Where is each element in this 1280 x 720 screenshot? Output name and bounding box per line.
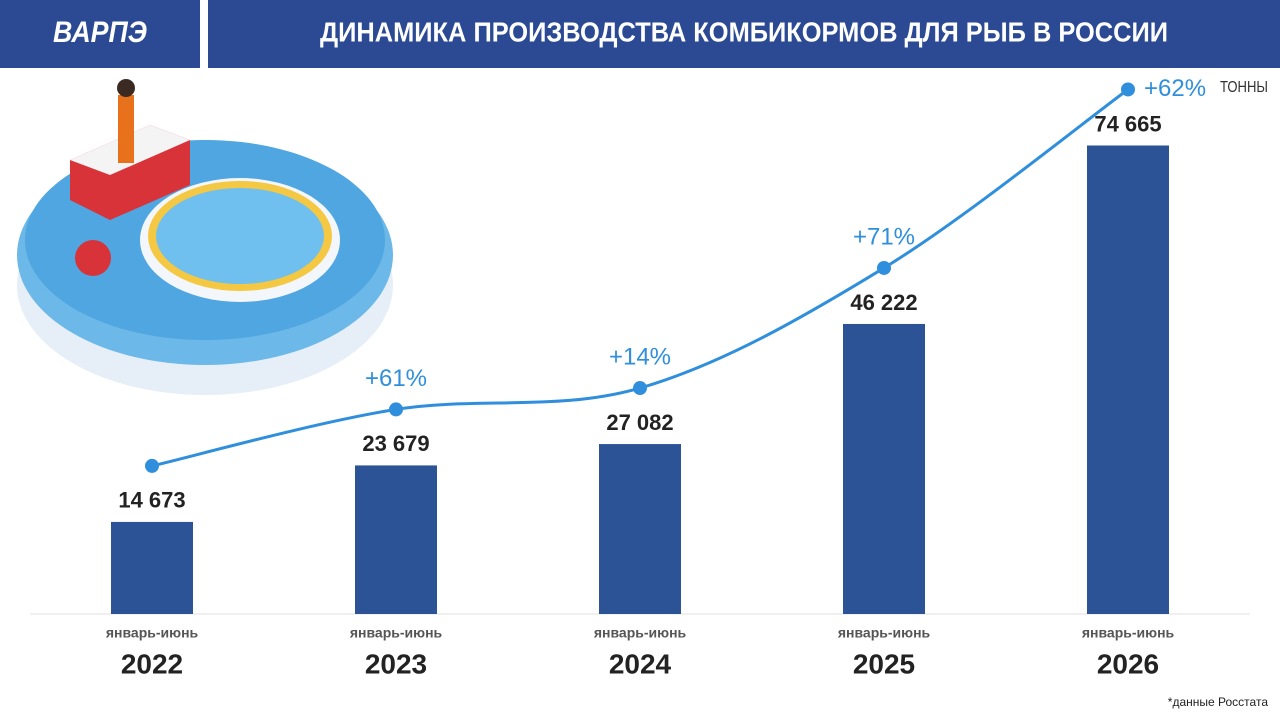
bar (1087, 145, 1169, 615)
growth-label: +61% (365, 365, 427, 392)
value-label: 23 679 (362, 431, 429, 456)
value-label: 27 082 (606, 410, 673, 435)
value-label: 74 665 (1094, 111, 1161, 136)
header-band (0, 0, 1280, 68)
chart-title: ДИНАМИКА ПРОИЗВОДСТВА КОМБИКОРМОВ ДЛЯ РЫ… (320, 16, 1168, 47)
illustration (17, 79, 393, 395)
bar (355, 465, 437, 614)
period-label: январь-июнь (838, 625, 931, 641)
trend-point (877, 260, 891, 275)
bar (599, 444, 681, 614)
trend-line (151, 88, 1129, 468)
x-tick-label: 2022 (121, 648, 183, 679)
growth-label: +71% (853, 223, 915, 250)
value-label: 14 673 (118, 488, 185, 513)
trend-point (145, 458, 159, 473)
trend-point (633, 381, 647, 396)
trend-point (1121, 82, 1135, 97)
x-tick-label: 2025 (853, 648, 915, 679)
unit-label: ТОННЫ (1220, 79, 1268, 96)
value-label: 46 222 (850, 290, 917, 315)
source-note: *данные Росстата (1168, 695, 1269, 709)
period-label: январь-июнь (106, 625, 199, 641)
trend-point (389, 402, 403, 417)
growth-label: +62% (1144, 75, 1206, 102)
bar (111, 521, 193, 614)
header-divider (200, 0, 208, 68)
x-tick-label: 2023 (365, 648, 427, 679)
x-tick-label: 2026 (1097, 648, 1159, 679)
period-label: январь-июнь (1082, 625, 1175, 641)
bar (843, 323, 925, 614)
x-tick-label: 2024 (609, 648, 672, 679)
period-label: январь-июнь (594, 625, 687, 641)
period-label: январь-июнь (350, 625, 443, 641)
growth-label: +14% (609, 343, 671, 370)
logo: ВАРПЭ (53, 16, 147, 49)
